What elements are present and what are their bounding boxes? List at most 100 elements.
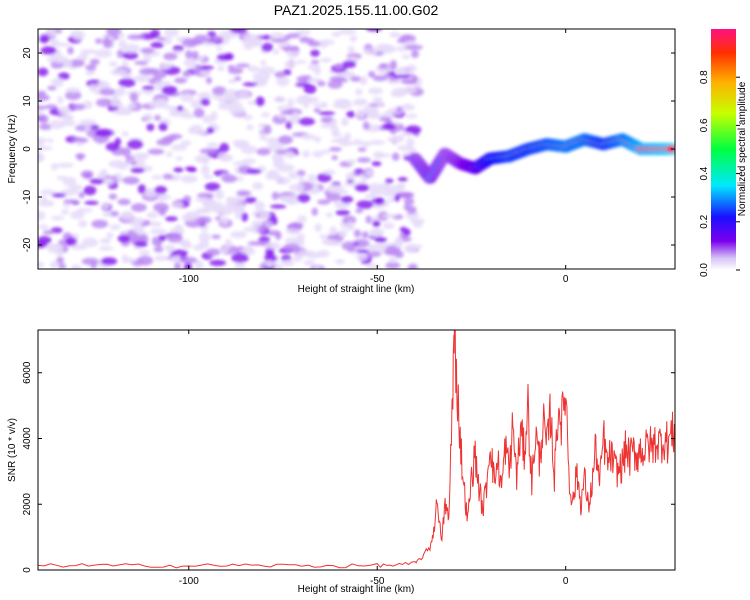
heatmap-noise-cell xyxy=(153,202,170,213)
heatmap-noise-cell xyxy=(38,114,49,124)
heatmap-noise-cell xyxy=(199,70,212,76)
heatmap-noise-cell xyxy=(181,38,199,48)
heatmap-noise-cell xyxy=(53,55,68,64)
heatmap-noise-cell xyxy=(273,157,285,166)
heatmap-noise-cell xyxy=(180,140,192,146)
heatmap-noise-cell xyxy=(180,92,195,103)
heatmap-noise-cell xyxy=(133,74,151,83)
heatmap-noise-cell xyxy=(206,127,215,134)
heatmap-noise-cell xyxy=(195,197,211,203)
heatmap-noise-cell xyxy=(365,263,380,269)
heatmap-noise-cell xyxy=(311,207,318,216)
heatmap-noise-cell xyxy=(320,57,332,63)
heatmap-noise-cell xyxy=(141,85,155,90)
heatmap-noise-cell xyxy=(161,85,178,95)
heatmap-noise-cell xyxy=(38,146,53,151)
heatmap-noise-cell xyxy=(197,216,212,224)
heatmap-noise-cell xyxy=(227,101,243,107)
heatmap-noise-cell xyxy=(219,142,230,153)
x-tick-label: -100 xyxy=(179,274,199,285)
heatmap-noise-cell xyxy=(289,222,304,230)
heatmap-noise-cell xyxy=(69,184,83,192)
heatmap-noise-cell xyxy=(38,152,43,162)
heatmap-noise-cell xyxy=(218,103,231,110)
heatmap-noise-cell xyxy=(121,131,129,137)
heatmap-noise-cell xyxy=(155,84,163,91)
heatmap-noise-cell xyxy=(244,196,257,204)
heatmap-noise-cell xyxy=(405,113,418,119)
heatmap-noise-cell xyxy=(413,83,422,89)
heatmap-noise-cell xyxy=(357,147,367,152)
heatmap-noise-cell xyxy=(58,106,71,115)
y-tick-label: -20 xyxy=(22,237,33,252)
heatmap-noise-cell xyxy=(287,98,294,108)
spectrogram-x-label: Height of straight line (km) xyxy=(298,284,415,295)
heatmap-noise-cell xyxy=(355,88,363,96)
heatmap-noise-cell xyxy=(372,75,388,82)
heatmap-noise-cell xyxy=(397,184,405,193)
heatmap-noise-cell xyxy=(38,141,45,147)
heatmap-noise-cell xyxy=(173,167,184,173)
heatmap-noise-cell xyxy=(363,105,374,115)
heatmap-noise-cell xyxy=(134,60,148,65)
heatmap-noise-cell xyxy=(321,238,335,246)
heatmap-noise-cell xyxy=(397,177,408,182)
heatmap-noise-cell xyxy=(218,151,228,161)
heatmap-noise-cell xyxy=(225,196,236,203)
heatmap-noise-cell xyxy=(356,200,374,209)
heatmap-noise-cell xyxy=(280,46,299,51)
heatmap-noise-cell xyxy=(131,203,147,212)
heatmap-noise-cell xyxy=(405,125,422,135)
heatmap-noise-cell xyxy=(316,173,332,183)
heatmap-noise-cell xyxy=(230,231,248,239)
heatmap-noise-cell xyxy=(394,239,403,248)
heatmap-noise-cell xyxy=(331,131,342,138)
heatmap-noise-cell xyxy=(355,254,369,261)
heatmap-noise-cell xyxy=(165,216,178,222)
heatmap-noise-cell xyxy=(325,212,333,218)
heatmap-noise-cell xyxy=(406,137,415,148)
heatmap-noise-cell xyxy=(68,59,85,68)
heatmap-noise-cell xyxy=(231,252,249,263)
heatmap-noise-cell xyxy=(235,63,251,68)
heatmap-noise-cell xyxy=(397,145,414,151)
heatmap-noise-cell xyxy=(295,29,311,36)
heatmap-noise-cell xyxy=(307,40,322,47)
heatmap-noise-cell xyxy=(260,59,267,66)
heatmap-noise-cell xyxy=(173,50,183,55)
heatmap-noise-cell xyxy=(38,137,48,143)
heatmap-noise-cell xyxy=(84,123,92,132)
y-tick-label: 10 xyxy=(22,95,33,107)
heatmap-noise-cell xyxy=(342,60,357,69)
heatmap-noise-cell xyxy=(60,119,76,127)
heatmap-noise-cell xyxy=(241,145,258,154)
heatmap-noise-cell xyxy=(335,259,345,265)
heatmap-noise-cell xyxy=(78,137,89,143)
heatmap-noise-cell xyxy=(200,165,210,175)
heatmap-noise-cell xyxy=(379,184,392,192)
heatmap-noise-cell xyxy=(382,122,396,131)
heatmap-noise-cell xyxy=(303,103,310,109)
heatmap-noise-cell xyxy=(72,30,86,41)
heatmap-noise-cell xyxy=(140,47,155,54)
heatmap-noise-cell xyxy=(106,29,122,36)
heatmap-noise-cell xyxy=(373,203,386,209)
heatmap-noise-cell xyxy=(227,208,245,213)
heatmap-noise-cell xyxy=(329,147,342,152)
heatmap-noise-cell xyxy=(355,208,364,214)
heatmap-noise-cell xyxy=(212,94,222,100)
snr-series-line xyxy=(38,330,675,569)
heatmap-noise-cell xyxy=(335,209,350,216)
heatmap-noise-cell xyxy=(77,153,84,161)
heatmap-noise-cell xyxy=(206,248,221,256)
heatmap-noise-cell xyxy=(287,116,302,125)
heatmap-noise-cell xyxy=(246,168,262,175)
heatmap-noise-cell xyxy=(146,211,158,219)
heatmap-noise-cell xyxy=(387,79,402,85)
heatmap-noise-cell xyxy=(332,102,345,109)
heatmap-noise-cell xyxy=(270,38,287,43)
heatmap-noise-cell xyxy=(264,254,278,262)
heatmap-noise-cell xyxy=(298,250,315,257)
heatmap-noise-cell xyxy=(297,193,311,203)
heatmap-noise-cell xyxy=(361,141,371,148)
